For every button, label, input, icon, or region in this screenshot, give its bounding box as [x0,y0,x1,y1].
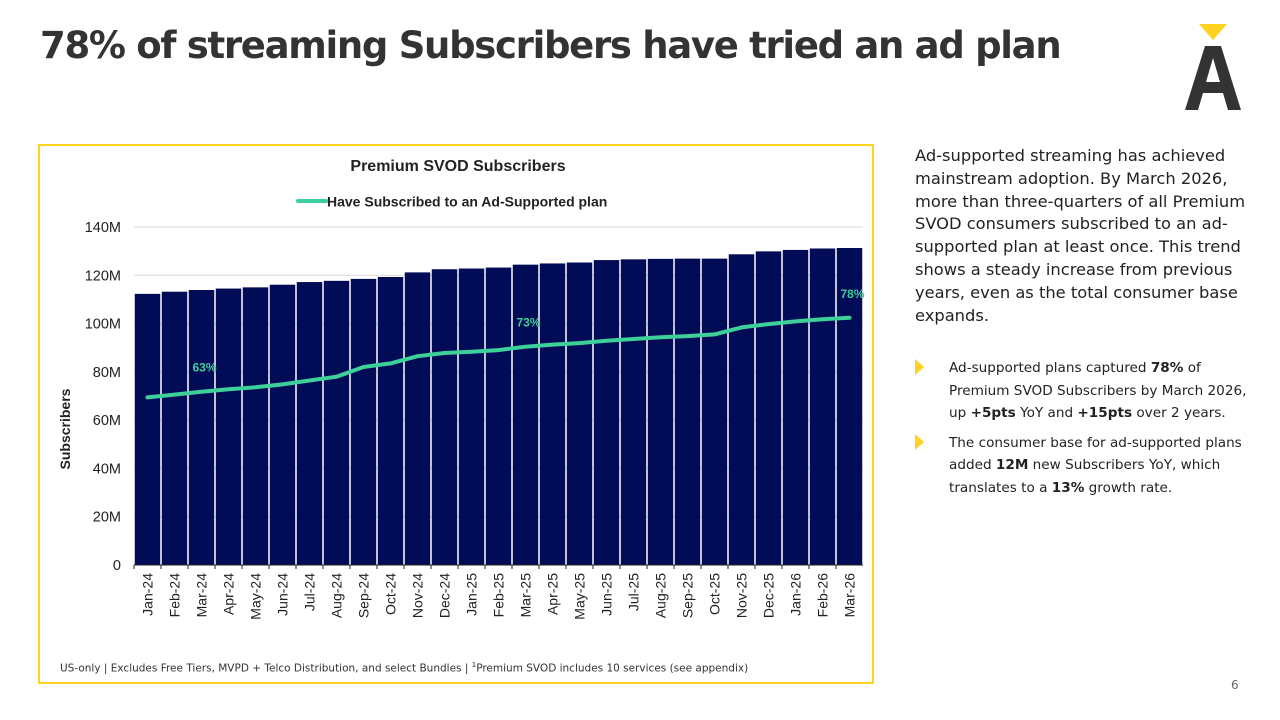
page-title: 78% of streaming Subscribers have tried … [40,24,1062,67]
x-tick-label: Jan-26 [788,573,804,616]
footnote-text: US-only | Excludes Free Tiers, MVPD + Te… [60,662,472,675]
bar [647,258,674,565]
x-tick-label: Jan-24 [140,573,156,616]
footnote-superscript: 1 [471,661,477,669]
data-label: 73% [516,316,540,330]
y-tick-label: 60M [93,413,121,429]
bullet-text: over 2 years. [1132,405,1226,422]
x-tick-label: Sep-25 [680,573,696,618]
bar [323,280,350,565]
footnote: US-only | Excludes Free Tiers, MVPD + Te… [60,661,748,675]
legend-label: Have Subscribed to an Ad-Supported plan [327,194,607,210]
bar [377,276,404,565]
x-tick-label: Jan-25 [464,573,480,616]
bullet-text: Ad-supported plans captured [949,360,1151,376]
ad-supported-line [145,315,852,400]
bar [836,248,863,566]
chart-title: Premium SVOD Subscribers [350,158,565,175]
x-tick-label: Oct-25 [707,573,723,615]
bullet-text: growth rate. [1084,479,1173,496]
x-tick-label: May-25 [572,573,588,620]
bar [728,254,755,565]
x-tick-label: Jun-24 [275,573,291,616]
bar [431,269,458,565]
x-tick-label: Mar-24 [194,573,210,618]
footnote-text-end: Premium SVOD includes 10 services (see a… [476,662,749,675]
y-tick-label: 0 [113,558,121,574]
bar [296,282,323,565]
key-points: Ad-supported plans captured 78% of Premi… [915,357,1250,507]
logo-letter-a-counter [1206,58,1220,82]
x-tick-label: Feb-25 [491,573,507,618]
bullet-highlight: 78% [1150,360,1184,376]
x-tick-label: Feb-26 [815,573,831,618]
bar [512,264,539,565]
a-logo-icon [1185,24,1241,110]
bullet-text: new Subscribers YoY, which translates to… [949,457,1221,496]
y-tick-label: 20M [93,510,121,526]
x-tick-label: Aug-24 [329,573,345,618]
subscribers-chart: Premium SVOD Subscribers Have Subscribed… [57,158,865,620]
x-tick-label: Dec-25 [761,573,777,618]
bar [701,258,728,565]
bar [188,290,215,565]
bar [215,288,242,565]
x-tick-label: Nov-25 [734,573,750,618]
bar [458,268,485,565]
x-tick-label: Nov-24 [410,573,426,618]
bullet-item: Ad-supported plans captured 78% of Premi… [915,357,1250,425]
bar [782,249,809,565]
y-tick-label: 40M [93,461,121,477]
bullet-highlight: +5pts [970,405,1016,422]
x-tick-label: Jul-25 [626,573,642,611]
bar [809,248,836,565]
bullet-highlight: 12M [995,457,1029,474]
bullet-highlight: 13% [1051,479,1085,496]
x-tick-label: Jun-25 [599,573,615,616]
bar [485,267,512,565]
x-tick-label: Dec-24 [437,573,453,618]
x-tick-label: Aug-25 [653,573,669,618]
bar [350,278,377,565]
data-label: 63% [192,361,216,375]
bar [755,251,782,565]
chart-panel: Premium SVOD Subscribers Have Subscribed… [38,144,874,684]
y-tick-label: 80M [93,365,121,381]
x-tick-label: May-24 [248,573,264,620]
x-tick-label: Mar-26 [842,573,858,618]
logo-accent-triangle [1199,24,1227,40]
y-tick-label: 120M [85,268,121,284]
bar [161,291,188,565]
bar [620,259,647,565]
bullet-text: YoY and [1015,405,1078,422]
bullet-item: The consumer base for ad-supported plans… [915,432,1250,500]
intro-paragraph: Ad-supported streaming has achieved main… [915,146,1246,325]
bar [404,272,431,565]
bar [242,287,269,565]
bar [674,258,701,565]
bullet-text: The consumer base for ad-supported plans… [949,434,1242,474]
y-tick-label: 100M [85,317,121,333]
arrow-bullet-icon [915,359,924,375]
bar [593,260,620,565]
x-tick-label: Feb-24 [167,573,183,618]
x-tick-label: Oct-24 [383,573,399,615]
x-tick-label: Apr-24 [221,573,237,615]
bar [269,284,296,565]
bar [566,262,593,565]
x-tick-label: Apr-25 [545,573,561,615]
bar [539,263,566,565]
page-number: 6 [1231,678,1239,692]
y-axis-label: Subscribers [57,388,73,469]
y-tick-label: 140M [85,220,121,236]
arrow-bullet-icon [915,433,924,450]
x-tick-label: Mar-25 [518,573,534,618]
x-tick-label: Jul-24 [302,573,318,611]
x-tick-label: Sep-24 [356,573,372,618]
bullet-text: of Premium SVOD Subscribers by March 202… [949,360,1247,422]
bullet-highlight: +15pts [1077,405,1133,422]
bar [134,293,161,565]
data-label: 78% [840,287,864,301]
